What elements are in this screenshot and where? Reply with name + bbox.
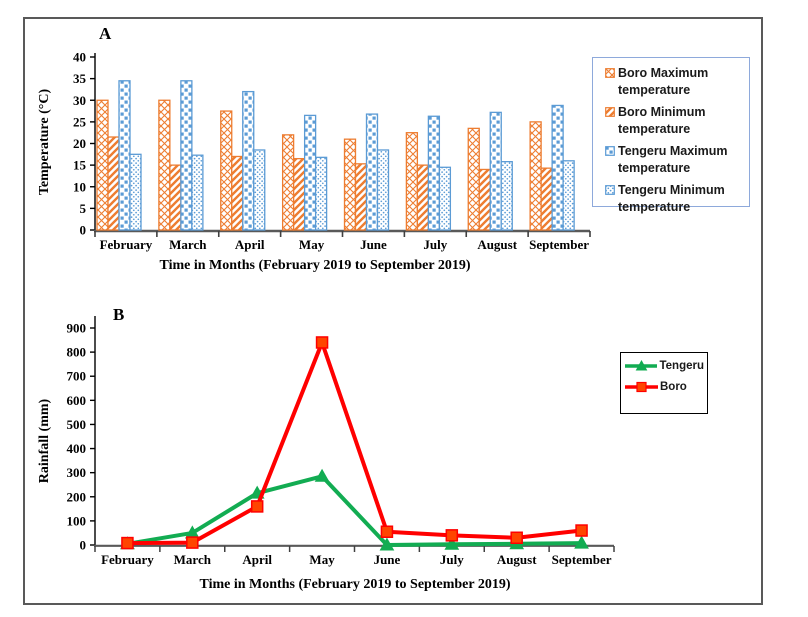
tengeru-line-sample-icon: [625, 359, 658, 371]
panel-a-label: A: [99, 24, 112, 43]
legend-label: Boro Minimum temperature: [618, 105, 706, 136]
temperature-legend: Boro Maximum temperature Boro Minimum te…: [592, 57, 750, 214]
svg-text:September: September: [529, 237, 589, 252]
temperature-y-axis-title: Temperature (°C): [37, 88, 52, 196]
svg-text:March: March: [169, 237, 207, 252]
rainfall-x-axis-title: Time in Months (February 2019 to Septemb…: [199, 577, 511, 592]
tengeru-max-swatch-icon: [605, 146, 615, 156]
svg-text:25: 25: [73, 114, 87, 129]
svg-text:June: June: [374, 552, 401, 567]
svg-text:100: 100: [67, 513, 87, 528]
svg-text:20: 20: [73, 136, 86, 151]
legend-item-tengeru-min: Tengeru Minimum temperature: [605, 182, 743, 215]
svg-text:July: July: [440, 552, 464, 567]
legend-label: Tengeru Minimum temperature: [618, 183, 725, 214]
boro-line-sample-icon: [625, 381, 658, 393]
legend-label: Tengeru Maximum temperature: [618, 144, 728, 175]
legend-label: Tengeru: [659, 360, 704, 372]
svg-text:700: 700: [67, 369, 87, 384]
svg-text:800: 800: [67, 345, 87, 360]
svg-text:900: 900: [67, 321, 87, 336]
legend-label: Boro: [660, 381, 687, 393]
legend-item-boro-min: Boro Minimum temperature: [605, 104, 743, 137]
legend-item-boro: Boro: [625, 380, 704, 394]
svg-text:February: February: [100, 237, 153, 252]
svg-text:April: April: [235, 237, 265, 252]
svg-text:10: 10: [73, 179, 86, 194]
svg-text:July: July: [423, 237, 447, 252]
svg-text:May: May: [299, 237, 325, 252]
svg-text:400: 400: [67, 441, 87, 456]
rainfall-line-chart: 0 100 200 300 400 500 600 700 800 900 February Marc…: [67, 316, 615, 567]
svg-text:5: 5: [80, 201, 87, 216]
svg-text:40: 40: [73, 50, 86, 65]
rainfall-legend: Tengeru Boro: [620, 352, 708, 414]
legend-item-boro-max: Boro Maximum temperature: [605, 65, 743, 98]
panel-b-label: B: [113, 305, 125, 324]
temperature-bar-chart: 0 5 10 15 20 25 30 35 40 February March April May Jun…: [73, 50, 591, 252]
svg-text:September: September: [552, 552, 612, 567]
svg-text:200: 200: [67, 489, 87, 504]
svg-text:300: 300: [67, 465, 87, 480]
boro-min-swatch-icon: [605, 107, 615, 117]
svg-text:June: June: [360, 237, 387, 252]
tengeru-min-swatch-icon: [605, 185, 615, 195]
svg-text:0: 0: [80, 538, 87, 553]
legend-item-tengeru-max: Tengeru Maximum temperature: [605, 143, 743, 176]
svg-text:35: 35: [73, 71, 87, 86]
svg-text:30: 30: [73, 93, 86, 108]
legend-item-tengeru: Tengeru: [625, 359, 704, 373]
legend-label: Boro Maximum temperature: [618, 66, 709, 97]
rainfall-y-axis-title: Rainfall (mm): [37, 398, 52, 484]
svg-text:March: March: [174, 552, 212, 567]
svg-text:0: 0: [80, 223, 87, 238]
svg-text:15: 15: [73, 158, 87, 173]
svg-text:May: May: [309, 552, 335, 567]
svg-text:April: April: [242, 552, 272, 567]
svg-text:600: 600: [67, 393, 87, 408]
svg-text:500: 500: [67, 417, 87, 432]
svg-text:August: August: [477, 237, 517, 252]
svg-text:August: August: [497, 552, 537, 567]
boro-max-swatch-icon: [605, 68, 615, 78]
svg-text:February: February: [101, 552, 154, 567]
temperature-x-axis-title: Time in Months (February 2019 to Septemb…: [159, 258, 471, 273]
